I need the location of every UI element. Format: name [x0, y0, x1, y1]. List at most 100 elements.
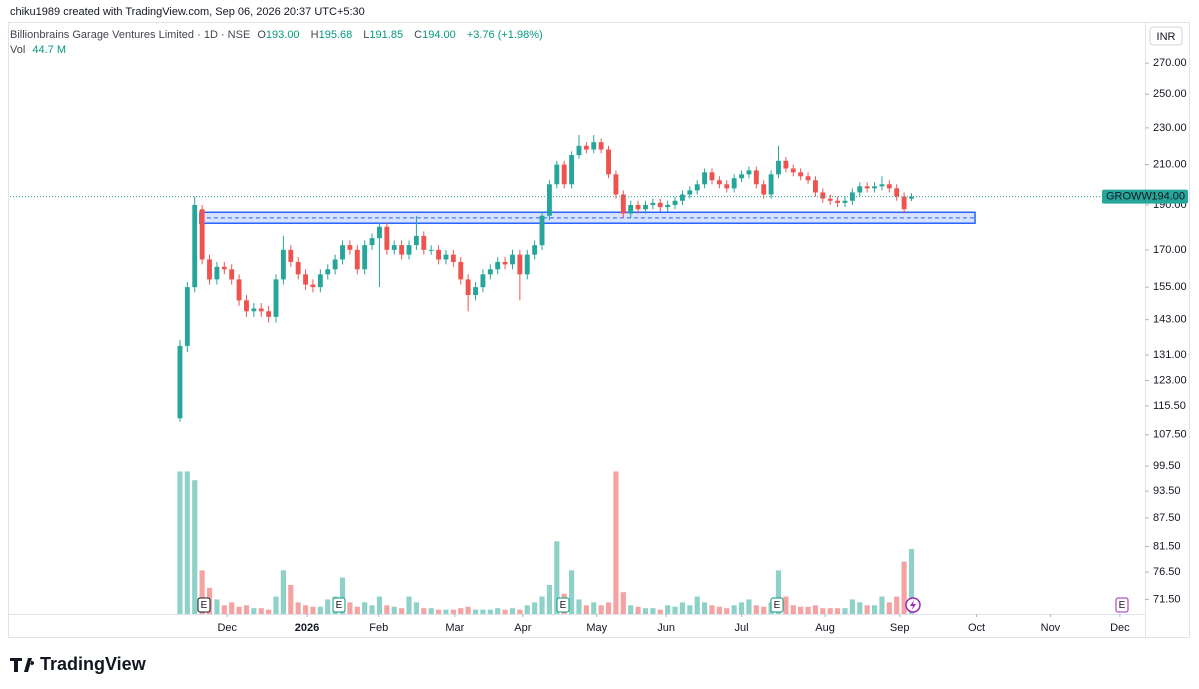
volume-bar	[509, 608, 516, 614]
volume-bar	[339, 577, 346, 614]
earnings-icon[interactable]	[332, 597, 346, 613]
x-tick-label: Apr	[514, 622, 531, 634]
volume-bar	[628, 605, 634, 614]
legend-row: Billionbrains Garage Ventures Limited · …	[10, 29, 547, 41]
candle-body	[554, 164, 560, 185]
volume-bar	[849, 599, 855, 614]
candle-body	[362, 245, 368, 270]
y-tick-label: 170.00	[1153, 244, 1187, 256]
candle-body	[753, 170, 759, 185]
volume-bar	[812, 605, 819, 614]
candle-body	[325, 269, 331, 275]
value: 193.00	[265, 29, 300, 41]
value: 191.85	[369, 29, 404, 41]
volume-bars	[177, 471, 915, 614]
earnings-icon[interactable]	[1115, 597, 1129, 613]
volume-bar	[487, 609, 493, 614]
volume-bar	[635, 606, 641, 614]
volume-bar	[184, 471, 190, 614]
candle-body	[384, 226, 390, 250]
volume-bar	[413, 602, 419, 614]
candle-body	[583, 145, 589, 150]
candle-body	[184, 287, 190, 346]
x-tick-label: May	[586, 622, 607, 634]
volume-bar	[775, 570, 782, 614]
volume-bar	[761, 606, 767, 614]
x-tick-label: 2026	[295, 622, 319, 634]
candle-body	[731, 178, 737, 189]
volume-bar	[908, 548, 915, 614]
candle-body	[776, 160, 781, 175]
volume-bar	[443, 609, 449, 614]
candle-body	[236, 279, 242, 301]
candle-body	[273, 279, 279, 317]
volume-bar	[236, 606, 242, 614]
volume-bar	[354, 606, 360, 614]
volume-bar	[783, 596, 789, 614]
candle-body	[244, 300, 249, 312]
candle-body	[487, 269, 493, 275]
ohlc-c: C194.00	[414, 29, 460, 41]
candle-body	[406, 245, 412, 255]
events-icon	[905, 597, 921, 613]
candle-body	[354, 249, 360, 270]
x-tick-label: Aug	[815, 622, 835, 634]
candle-body	[857, 186, 863, 193]
candle-body	[835, 200, 841, 203]
earnings-icon[interactable]	[197, 597, 211, 613]
volume-bar	[206, 587, 213, 614]
candle-body	[598, 142, 604, 150]
volume-bar	[864, 605, 870, 614]
volume-bar	[435, 609, 442, 614]
candle-body	[436, 249, 442, 260]
y-tick-label: 123.00	[1153, 374, 1187, 386]
volume-bar	[746, 599, 752, 614]
x-tick-label: Jun	[657, 622, 675, 634]
volume-bar	[399, 608, 405, 614]
volume-bar	[295, 602, 301, 614]
candle-body	[724, 184, 730, 189]
volume-bar	[546, 584, 553, 614]
volume-bar	[768, 602, 774, 614]
volume-bar	[266, 609, 272, 614]
candle-body	[517, 254, 523, 275]
value: 194.00	[422, 29, 456, 41]
last-price-tag	[1102, 189, 1188, 204]
volume-bar	[835, 608, 841, 614]
currency-box[interactable]	[1149, 26, 1183, 46]
volume-bar	[539, 596, 545, 614]
candle-body	[465, 279, 471, 296]
earnings-icon[interactable]	[556, 597, 570, 613]
earnings-icon[interactable]	[770, 597, 784, 613]
volume-bar	[702, 602, 708, 614]
label: L	[363, 29, 370, 41]
candle-body	[421, 235, 427, 250]
candle-body	[790, 168, 796, 173]
volume-bar	[798, 606, 804, 614]
volume-bar	[857, 602, 863, 614]
volume-bar	[273, 596, 279, 614]
y-tick-label: 270.00	[1153, 57, 1187, 69]
value: 195.68	[318, 29, 353, 41]
candle-body	[332, 259, 338, 270]
y-tick-label: 230.00	[1153, 122, 1187, 134]
candle-body	[199, 209, 205, 260]
last-price-name: GROWW	[1106, 190, 1152, 202]
candle-body	[879, 184, 885, 187]
candle-body	[524, 254, 530, 275]
volume-bar	[465, 606, 471, 614]
volume-bar	[901, 561, 907, 614]
volume-bar	[325, 599, 331, 614]
y-tick-label: 107.50	[1153, 429, 1187, 441]
volume-bar	[258, 608, 264, 614]
volume-bar	[406, 596, 412, 614]
candle-body	[266, 311, 272, 317]
candle-body	[872, 186, 877, 189]
y-tick-label: 76.50	[1153, 566, 1181, 578]
volume-bar	[177, 471, 183, 614]
candle-body	[377, 226, 382, 239]
x-tick-label: Oct	[968, 622, 985, 634]
candle-body	[391, 245, 397, 250]
